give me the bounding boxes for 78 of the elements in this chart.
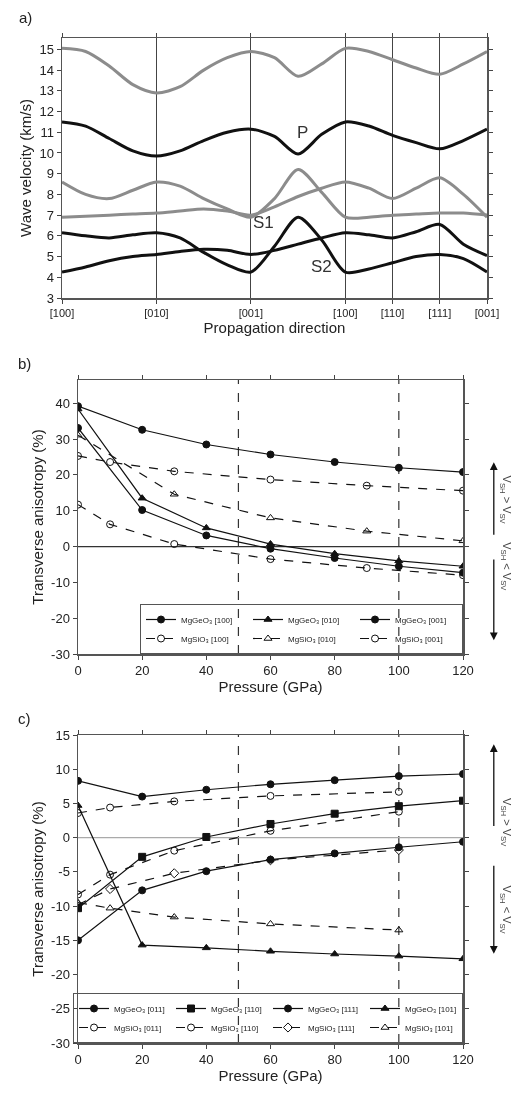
y-tick-label: 11 bbox=[40, 124, 54, 140]
y-tick-label: 7 bbox=[46, 207, 54, 223]
y-tick-label: 4 bbox=[46, 269, 54, 285]
y-tick-label: -10 bbox=[51, 898, 70, 914]
y-tick-label: 0 bbox=[62, 830, 70, 846]
x-tick-label: 60 bbox=[263, 663, 278, 679]
y-tick-label: 5 bbox=[62, 795, 70, 811]
x-tick-label: 20 bbox=[134, 663, 150, 679]
x-axis-title: Pressure (GPa) bbox=[218, 678, 323, 696]
legend-label: MgGeO₃ [110] bbox=[211, 1004, 262, 1014]
y-tick-label: -5 bbox=[58, 864, 70, 880]
y-tick-label: -15 bbox=[51, 932, 70, 948]
y-tick-label: 0 bbox=[62, 539, 70, 555]
y-tick-label: 10 bbox=[55, 503, 70, 519]
y-tick-label: 9 bbox=[46, 166, 54, 182]
x-tick-label: [111] bbox=[428, 306, 452, 319]
x-tick-label: [110] bbox=[380, 306, 405, 319]
x-tick-label: 80 bbox=[327, 1052, 342, 1068]
y-tick-label: 30 bbox=[55, 431, 70, 447]
x-axis-title: Propagation direction bbox=[203, 318, 346, 336]
y-tick-label: -20 bbox=[51, 967, 70, 983]
y-tick-label: 3 bbox=[46, 290, 54, 306]
annotation: P bbox=[297, 123, 309, 142]
legend-label: MgSiO₃ [001] bbox=[395, 634, 443, 644]
legend-label: MgGeO₃ [111] bbox=[308, 1004, 359, 1014]
x-tick-label: 0 bbox=[74, 1052, 82, 1068]
x-tick-label: 120 bbox=[452, 663, 474, 679]
legend-label: MgGeO₃ [100] bbox=[181, 615, 233, 625]
y-tick-label: -20 bbox=[51, 610, 70, 626]
x-tick-label: [010] bbox=[144, 306, 169, 319]
y-tick-label: 8 bbox=[46, 186, 54, 202]
y-tick-label: 20 bbox=[55, 467, 70, 483]
legend-label: MgSiO₃ [111] bbox=[308, 1023, 355, 1033]
legend-label: MgGeO₃ [011] bbox=[114, 1004, 165, 1014]
y-tick-label: 15 bbox=[39, 41, 54, 57]
legend-label: MgSiO₃ [100] bbox=[181, 634, 229, 644]
legend-label: MgSiO₃ [101] bbox=[405, 1023, 453, 1033]
y-tick-label: -25 bbox=[51, 1001, 70, 1017]
x-tick-label: [100] bbox=[333, 306, 358, 319]
y-axis-title: Transverse anisotropy (%) bbox=[28, 801, 46, 977]
x-tick-label: 100 bbox=[387, 1052, 410, 1068]
x-tick-label: 60 bbox=[263, 1052, 278, 1068]
y-tick-label: -30 bbox=[51, 1035, 70, 1051]
y-tick-label: 13 bbox=[39, 83, 54, 99]
x-tick-label: 40 bbox=[199, 1052, 214, 1068]
chart-title: a) bbox=[19, 9, 33, 26]
chart-title: c) bbox=[18, 710, 31, 727]
x-axis-title: Pressure (GPa) bbox=[218, 1067, 323, 1085]
y-tick-label: 15 bbox=[55, 727, 70, 743]
legend-label: MgSiO₃ [110] bbox=[211, 1023, 259, 1033]
y-tick-label: 14 bbox=[39, 62, 54, 78]
x-tick-label: 100 bbox=[387, 663, 410, 679]
y-tick-label: -30 bbox=[51, 646, 70, 662]
legend-label: MgSiO₃ [010] bbox=[288, 634, 336, 644]
x-tick-label: 40 bbox=[199, 663, 214, 679]
x-tick-label: 0 bbox=[74, 663, 82, 679]
x-tick-label: [100] bbox=[49, 306, 75, 319]
y-axis-title: Wave velocity (km/s) bbox=[16, 99, 34, 237]
chart-title: b) bbox=[18, 355, 32, 372]
y-tick-label: 40 bbox=[55, 395, 70, 411]
legend-label: MgSiO₃ [011] bbox=[114, 1023, 162, 1033]
y-tick-label: 10 bbox=[55, 761, 70, 777]
annotation: S2 bbox=[311, 257, 332, 276]
legend-label: MgGeO₃ [001] bbox=[395, 615, 447, 625]
annotation: S1 bbox=[253, 213, 274, 232]
x-tick-label: 80 bbox=[327, 663, 342, 679]
x-tick-label: 120 bbox=[452, 1052, 474, 1068]
x-tick-label: [001] bbox=[238, 306, 264, 319]
x-tick-label: 20 bbox=[134, 1052, 150, 1068]
y-axis-title: Transverse anisotropy (%) bbox=[28, 429, 46, 605]
y-tick-label: 6 bbox=[46, 228, 54, 244]
x-tick-label: [001] bbox=[474, 306, 500, 319]
legend-label: MgGeO₃ [101] bbox=[405, 1004, 457, 1014]
y-tick-label: 5 bbox=[46, 249, 54, 265]
legend-label: MgGeO₃ [010] bbox=[288, 615, 340, 625]
y-tick-label: 12 bbox=[39, 104, 54, 120]
y-tick-label: -10 bbox=[51, 574, 70, 590]
y-tick-label: 10 bbox=[39, 145, 54, 161]
